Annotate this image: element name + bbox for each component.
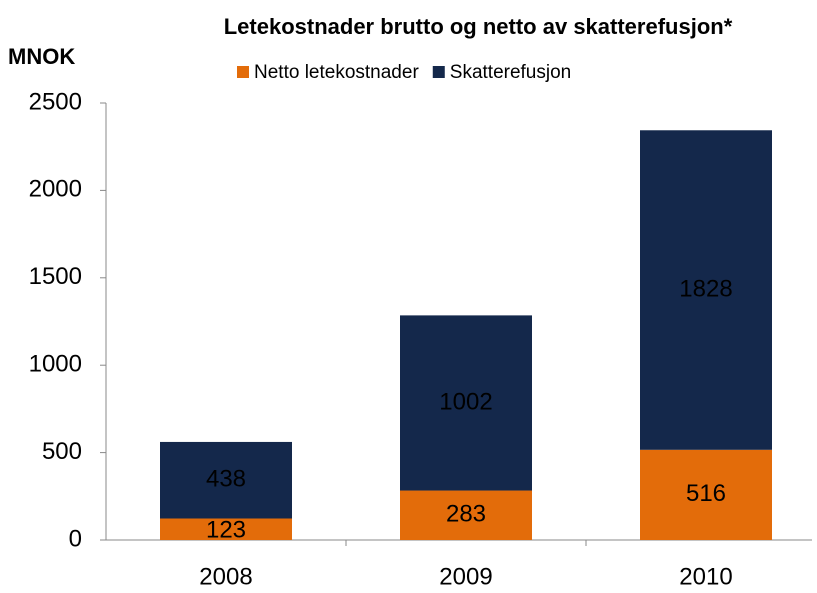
data-label: 1002 (439, 388, 492, 415)
y-tick-label: 1000 (29, 351, 82, 378)
data-label: 123 (206, 517, 246, 544)
legend-label: Skatterefusjon (450, 62, 571, 83)
chart-title: Letekostnader brutto og netto av skatter… (224, 14, 733, 39)
x-tick-label: 2008 (199, 563, 252, 590)
legend-label: Netto letekostnader (254, 62, 419, 83)
data-label: 1828 (679, 275, 732, 302)
bar-segment (160, 518, 292, 540)
y-tick-label: 500 (42, 438, 82, 465)
bar-segment (400, 490, 532, 540)
bar-segment (400, 315, 532, 491)
data-label: 283 (446, 501, 486, 528)
bar-segment (640, 449, 772, 540)
data-label: 438 (206, 466, 246, 493)
legend-swatch (432, 66, 445, 78)
y-axis-label: MNOK (8, 44, 75, 69)
x-tick-label: 2009 (439, 563, 492, 590)
y-tick-label: 2500 (29, 88, 82, 115)
legend-swatch (237, 66, 249, 78)
bar-segment (160, 441, 292, 519)
x-tick-label: 2010 (679, 563, 732, 590)
y-tick-label: 1500 (29, 263, 82, 290)
y-tick-label: 2000 (29, 176, 82, 203)
bar-segment (640, 130, 772, 450)
y-tick-label: 0 (69, 525, 82, 552)
data-label: 516 (686, 480, 726, 507)
